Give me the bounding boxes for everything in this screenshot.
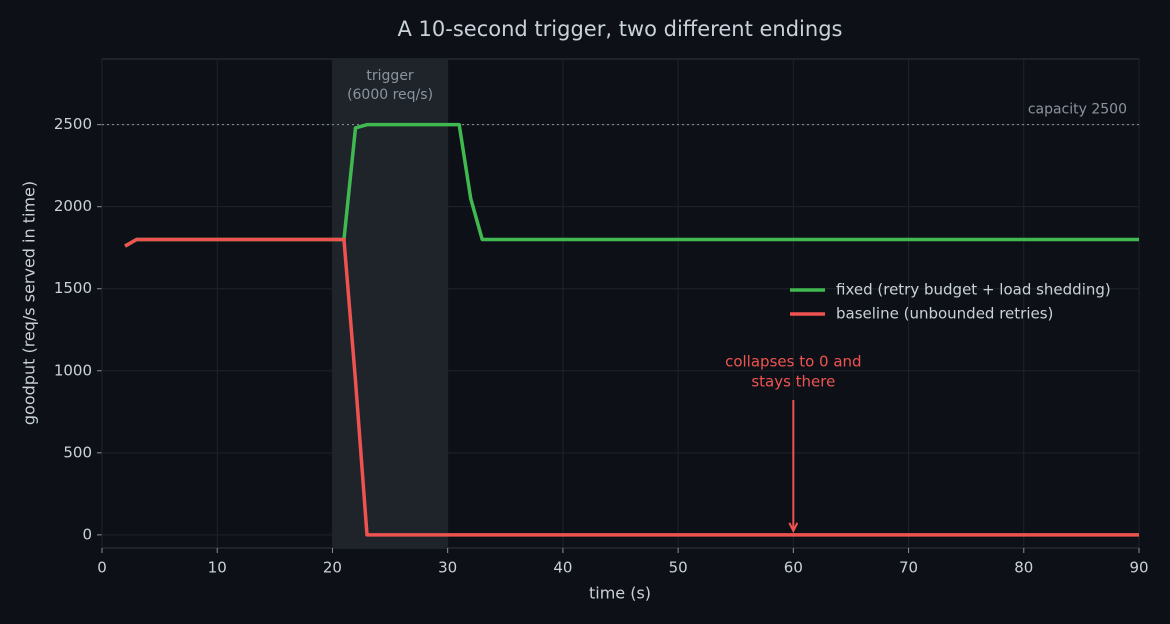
shade-label: trigger (366, 68, 414, 84)
x-tick-label: 40 (553, 559, 572, 577)
y-tick-label: 0 (82, 525, 92, 543)
chart-title: A 10-second trigger, two different endin… (398, 17, 843, 41)
y-tick-label: 2000 (54, 197, 92, 215)
x-tick-label: 10 (208, 559, 227, 577)
x-tick-label: 60 (784, 559, 803, 577)
series-line (124, 237, 1139, 537)
x-axis-label: time (s) (589, 584, 651, 603)
x-tick-label: 80 (1014, 559, 1033, 577)
x-tick-label: 20 (323, 559, 342, 577)
y-tick-label: 1000 (54, 361, 92, 379)
x-tick-label: 30 (438, 559, 457, 577)
x-tick-label: 0 (97, 559, 107, 577)
y-axis-label: goodput (req/s served in time) (20, 181, 39, 425)
capacity-label: capacity 2500 (1028, 102, 1127, 118)
annotation-text: collapses to 0 and (725, 353, 861, 371)
plot-area (101, 58, 1140, 549)
legend-label: fixed (retry budget + load shedding) (836, 281, 1111, 299)
annotation-text: stays there (751, 373, 835, 391)
y-tick-label: 500 (63, 443, 92, 461)
annotation-arrowhead (788, 522, 799, 534)
y-tick-label: 2500 (54, 115, 92, 133)
trigger-shade (332, 59, 448, 548)
x-tick-label: 70 (899, 559, 918, 577)
x-tick-label: 90 (1129, 559, 1148, 577)
legend-label: baseline (unbounded retries) (836, 305, 1053, 323)
y-tick-label: 1500 (54, 279, 92, 297)
x-tick-label: 50 (669, 559, 688, 577)
shade-label: (6000 req/s) (347, 87, 433, 103)
